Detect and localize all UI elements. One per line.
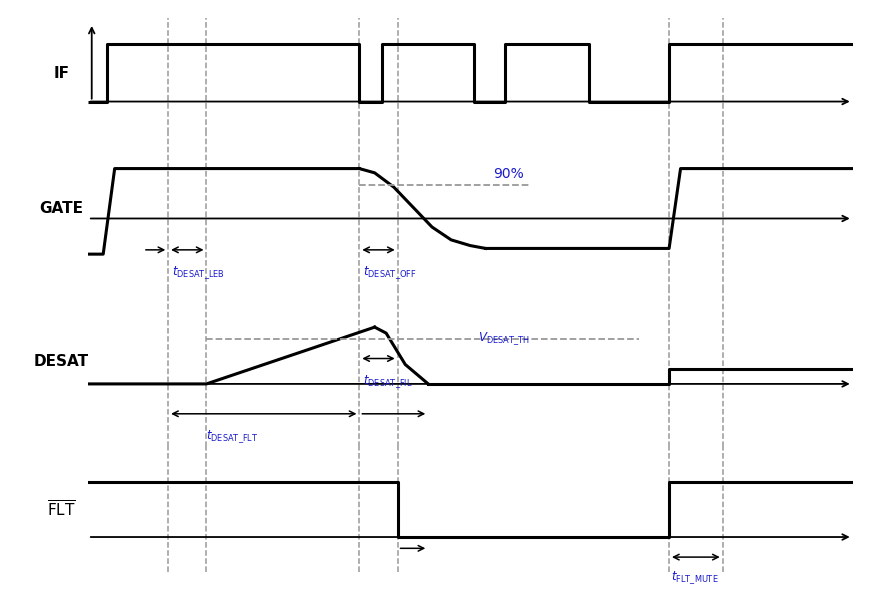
Text: $t_{\mathregular{DESAT\_FLT}}$: $t_{\mathregular{DESAT\_FLT}}$ — [206, 429, 259, 445]
Text: $t_{\mathregular{DESAT\_FIL}}$: $t_{\mathregular{DESAT\_FIL}}$ — [363, 374, 413, 390]
Text: DESAT: DESAT — [33, 354, 89, 369]
Text: $t_{\mathregular{FLT\_MUTE}}$: $t_{\mathregular{FLT\_MUTE}}$ — [670, 570, 717, 586]
Text: IF: IF — [53, 66, 69, 81]
Text: $t_{\mathregular{DESAT\_LEB}}$: $t_{\mathregular{DESAT\_LEB}}$ — [172, 264, 225, 281]
Text: GATE: GATE — [40, 201, 83, 216]
Text: $t_{\mathregular{DESAT\_OFF}}$: $t_{\mathregular{DESAT\_OFF}}$ — [363, 264, 416, 281]
Text: $V_{\mathregular{DESAT\_TH}}$: $V_{\mathregular{DESAT\_TH}}$ — [478, 330, 529, 347]
Text: $\overline{\mathrm{FLT}}$: $\overline{\mathrm{FLT}}$ — [47, 499, 76, 520]
Text: 90%: 90% — [493, 167, 523, 181]
